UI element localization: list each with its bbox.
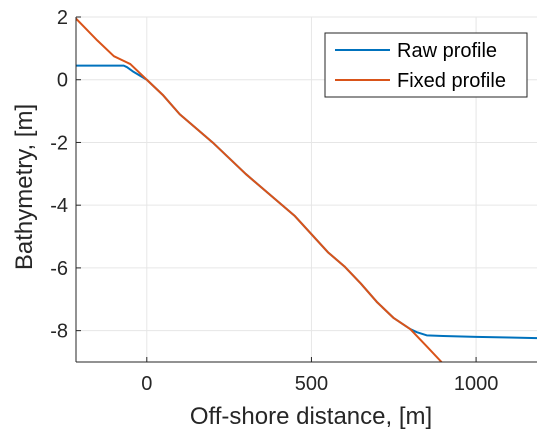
y-axis-label: Bathymetry, [m] <box>11 104 38 270</box>
x-axis-label: Off-shore distance, [m] <box>190 403 432 430</box>
x-tick-label: 1000 <box>454 373 499 395</box>
legend-label-0: Raw profile <box>397 40 497 62</box>
series-line-1 <box>76 17 443 362</box>
y-tick-label: -8 <box>50 321 68 343</box>
axes-layer: 0 500 1000 2 0 -2 -4 -6 -8 <box>50 7 537 395</box>
legend-label-1: Fixed profile <box>397 70 506 92</box>
y-tick-label: 0 <box>57 70 68 92</box>
x-tick-label: 500 <box>295 373 328 395</box>
y-tick-label: -2 <box>50 132 68 154</box>
y-tick-label: -4 <box>50 195 68 217</box>
x-tick-label: 0 <box>141 373 152 395</box>
y-tick-label: 2 <box>57 7 68 29</box>
y-tick-label: -6 <box>50 258 68 280</box>
legend: Raw profile Fixed profile <box>324 32 528 98</box>
series-layer <box>76 17 537 362</box>
legend-box <box>324 32 528 98</box>
